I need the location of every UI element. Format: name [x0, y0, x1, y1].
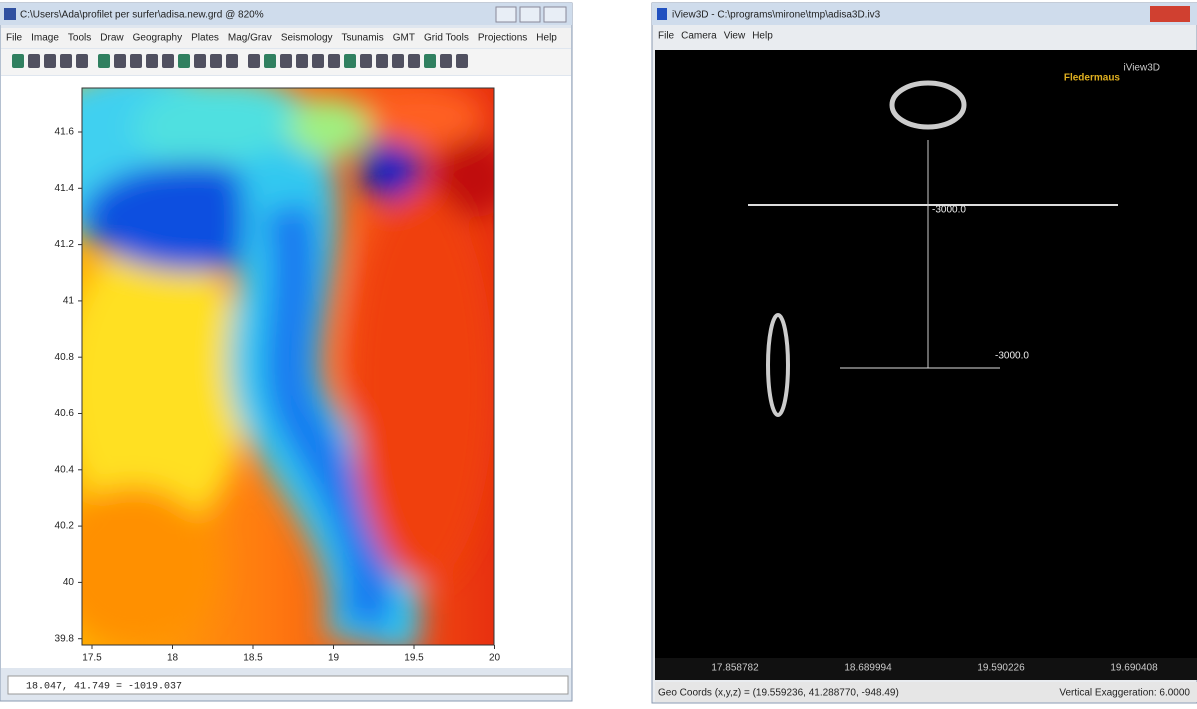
- menu-item[interactable]: File: [6, 33, 23, 44]
- tool-button[interactable]: [376, 54, 388, 68]
- x-tick-label: 20: [489, 653, 501, 664]
- x-tick-label: 19.5: [404, 653, 424, 664]
- y-tick-label: 41: [63, 296, 75, 307]
- x-tick-label: 19: [328, 653, 340, 664]
- tool-button[interactable]: [280, 54, 292, 68]
- tool-button[interactable]: [344, 54, 356, 68]
- menu-item[interactable]: Image: [31, 33, 59, 44]
- tool-button[interactable]: [114, 54, 126, 68]
- menu-item[interactable]: Help: [752, 31, 773, 42]
- tool-button[interactable]: [60, 54, 72, 68]
- logo-sub: iView3D: [1124, 63, 1161, 74]
- close-button[interactable]: [1150, 6, 1190, 22]
- y-tick-label: 41.2: [55, 239, 75, 250]
- menu-item[interactable]: Tsunamis: [342, 33, 384, 44]
- tool-button[interactable]: [264, 54, 276, 68]
- tool-button[interactable]: [248, 54, 260, 68]
- tool-button[interactable]: [456, 54, 468, 68]
- status-text: Vertical Exaggeration: 6.0000: [1059, 688, 1190, 699]
- x-axis-label: 18.689994: [844, 663, 892, 674]
- tool-button[interactable]: [360, 54, 372, 68]
- menu-item[interactable]: Seismology: [281, 33, 333, 44]
- tool-button[interactable]: [226, 54, 238, 68]
- tool-button[interactable]: [392, 54, 404, 68]
- x-axis-label: 17.858782: [711, 663, 759, 674]
- status-text: Geo Coords (x,y,z) = (19.559236, 41.2887…: [658, 688, 899, 699]
- tool-button[interactable]: [408, 54, 420, 68]
- x-tick-label: 18: [167, 653, 179, 664]
- x-tick-label: 18.5: [243, 653, 263, 664]
- tool-button[interactable]: [12, 54, 24, 68]
- y-tick-label: 39.8: [55, 633, 75, 644]
- y-tick-label: 40.8: [55, 352, 75, 363]
- menu-item[interactable]: Tools: [68, 33, 91, 44]
- maximize-button[interactable]: [520, 7, 540, 22]
- menu-item[interactable]: Geography: [133, 33, 182, 44]
- menu-item[interactable]: Grid Tools: [424, 33, 469, 44]
- tool-button[interactable]: [146, 54, 158, 68]
- screen: C:\Users\Ada\profilet per surfer\adisa.n…: [0, 0, 1197, 704]
- surface-label: -3000.0: [932, 205, 966, 216]
- y-tick-label: 40.6: [55, 408, 75, 419]
- menu-item[interactable]: GMT: [393, 33, 415, 44]
- menu-item[interactable]: Plates: [191, 33, 219, 44]
- tool-button[interactable]: [28, 54, 40, 68]
- menu-item[interactable]: Mag/Grav: [228, 33, 272, 44]
- y-tick-label: 41.4: [55, 183, 75, 194]
- x-axis-label: 19.590226: [977, 663, 1025, 674]
- y-tick-label: 40.2: [55, 521, 75, 532]
- minimize-button[interactable]: [496, 7, 516, 22]
- tool-button[interactable]: [76, 54, 88, 68]
- menu-item[interactable]: View: [724, 31, 746, 42]
- tool-button[interactable]: [162, 54, 174, 68]
- surface-label: -3000.0: [995, 351, 1029, 362]
- tool-button[interactable]: [178, 54, 190, 68]
- window-title: iView3D - C:\programs\mirone\tmp\adisa3D…: [672, 10, 881, 21]
- tool-button[interactable]: [312, 54, 324, 68]
- tool-button[interactable]: [296, 54, 308, 68]
- tool-button[interactable]: [328, 54, 340, 68]
- tool-button[interactable]: [210, 54, 222, 68]
- tool-button[interactable]: [98, 54, 110, 68]
- x-tick-label: 17.5: [82, 653, 102, 664]
- y-tick-label: 40.4: [55, 464, 75, 475]
- grid-image: [20, 68, 514, 645]
- menu-item[interactable]: File: [658, 31, 675, 42]
- menu-item[interactable]: Camera: [681, 31, 717, 42]
- menu-item[interactable]: Help: [536, 33, 557, 44]
- tool-button[interactable]: [194, 54, 206, 68]
- status-text: 18.047, 41.749 = -1019.037: [26, 682, 182, 693]
- window-title: C:\Users\Ada\profilet per surfer\adisa.n…: [20, 10, 264, 21]
- 3d-view: [655, 50, 1197, 658]
- menu-item[interactable]: Projections: [478, 33, 527, 44]
- right-window: iView3D - C:\programs\mirone\tmp\adisa3D…: [574, 3, 1197, 703]
- menu-item[interactable]: Draw: [100, 33, 124, 44]
- tool-button[interactable]: [424, 54, 436, 68]
- tool-button[interactable]: [440, 54, 452, 68]
- left-window: C:\Users\Ada\profilet per surfer\adisa.n…: [0, 3, 572, 701]
- y-tick-label: 41.6: [55, 127, 75, 138]
- y-tick-label: 40: [63, 577, 75, 588]
- tool-button[interactable]: [44, 54, 56, 68]
- logo: Fledermaus: [1064, 73, 1121, 84]
- tool-button[interactable]: [130, 54, 142, 68]
- x-axis-label: 19.690408: [1110, 663, 1158, 674]
- close-button[interactable]: [544, 7, 566, 22]
